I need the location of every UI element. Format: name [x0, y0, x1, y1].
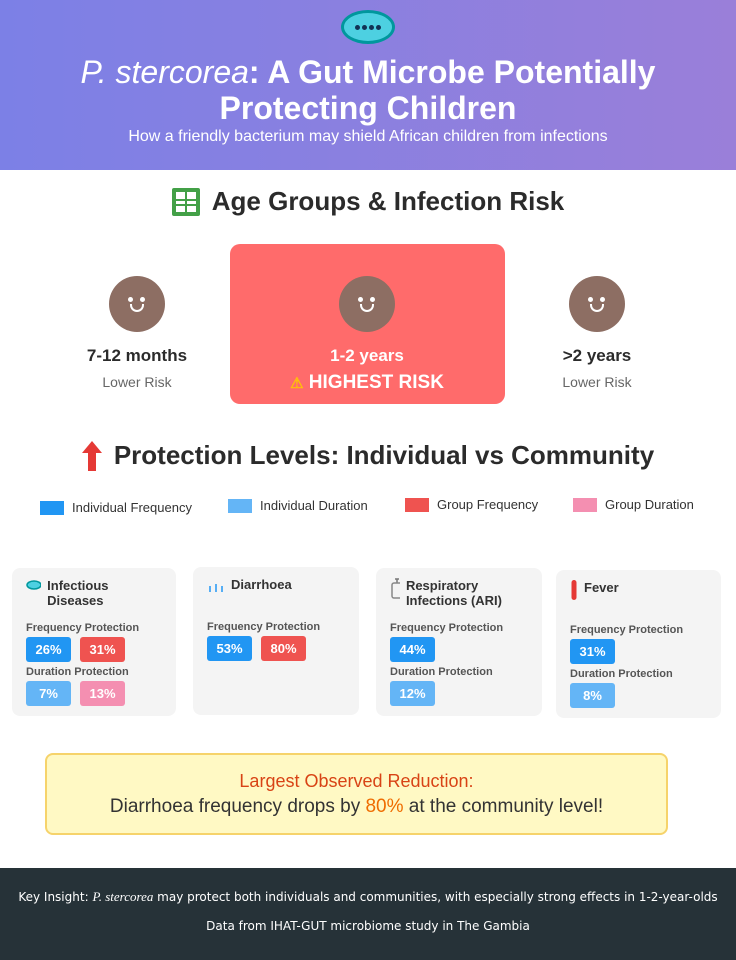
- child-face-icon: [339, 276, 395, 332]
- microbe-icon: [26, 580, 42, 590]
- callout-text-end: at the community level!: [403, 796, 604, 817]
- droplets-icon: [209, 584, 223, 592]
- callout-value: 80%: [365, 796, 404, 817]
- risk-label: Lower Risk: [562, 374, 632, 390]
- insight-text: may protect both individuals and communi…: [153, 890, 718, 904]
- legend-label: Individual Frequency: [72, 500, 192, 515]
- microbe-icon: [341, 10, 395, 44]
- risk-label: Lower Risk: [102, 374, 172, 390]
- card-title: Infectious Diseases: [47, 578, 109, 608]
- child-face-icon: [569, 276, 625, 332]
- individual-duration-value: 12%: [390, 681, 435, 706]
- key-insight: Key Insight: P. stercorea may protect bo…: [0, 889, 736, 905]
- grid-icon: [171, 187, 200, 216]
- insight-species: P. stercorea: [92, 889, 154, 904]
- legend-item: Group Frequency: [405, 497, 538, 512]
- age-label: 1-2 years: [330, 346, 404, 365]
- individual-duration-value: 7%: [26, 681, 71, 706]
- risk-text: HIGHEST RISK: [308, 372, 444, 393]
- legend-item: Group Duration: [573, 497, 694, 512]
- card-respiratory-infections: Respiratory Infections (ARI) Frequency P…: [376, 568, 542, 716]
- card-infectious-diseases: Infectious Diseases Frequency Protection…: [12, 568, 176, 716]
- card-fever: Fever Frequency Protection 31% Duration …: [556, 570, 721, 718]
- legend-item: Individual Duration: [228, 498, 368, 513]
- data-source: Data from IHAT-GUT microbiome study in T…: [206, 919, 530, 933]
- group-frequency-value: 80%: [261, 636, 306, 661]
- frequency-label: Frequency Protection: [570, 624, 684, 636]
- callout-text-start: Diarrhoea frequency drops by: [109, 796, 366, 817]
- group-frequency-value: 31%: [80, 637, 125, 662]
- group-duration-value: 13%: [80, 681, 125, 706]
- duration-label: Duration Protection: [570, 668, 673, 680]
- title-text: : A Gut Microbe Potentially Protecting C…: [219, 54, 656, 126]
- legend-swatch: [228, 498, 252, 513]
- page-subtitle: How a friendly bacterium may shield Afri…: [128, 128, 608, 145]
- age-group-7-12-months: 7-12 months Lower Risk: [37, 276, 237, 390]
- section-title: Protection Levels: Individual vs Communi…: [113, 440, 655, 470]
- card-title: Diarrhoea: [231, 577, 292, 592]
- legend: Individual Frequency Individual Duration…: [0, 497, 736, 517]
- warning-icon: ⚠: [290, 375, 304, 392]
- protection-section-heading: Protection Levels: Individual vs Communi…: [0, 440, 736, 471]
- insight-prefix: Key Insight:: [18, 890, 93, 904]
- child-face-icon: [109, 276, 165, 332]
- legend-label: Individual Duration: [260, 498, 368, 513]
- arrow-up-icon: [81, 440, 102, 471]
- duration-label: Duration Protection: [26, 666, 129, 678]
- section-title: Age Groups & Infection Risk: [211, 186, 565, 216]
- callout-text: Diarrhoea frequency drops by 80% at the …: [47, 796, 666, 818]
- legend-label: Group Duration: [605, 497, 694, 512]
- page-title: P. stercorea: A Gut Microbe Potentially …: [0, 54, 736, 126]
- thermometer-icon: [571, 580, 577, 600]
- card-title: Respiratory Infections (ARI): [405, 578, 502, 608]
- frequency-label: Frequency Protection: [390, 622, 504, 634]
- card-title: Fever: [584, 580, 619, 595]
- age-group-over-2-years: >2 years Lower Risk: [497, 276, 697, 390]
- key-finding-callout: Largest Observed Reduction: Diarrhoea fr…: [45, 753, 668, 835]
- age-label: >2 years: [562, 346, 632, 365]
- callout-heading: Largest Observed Reduction:: [239, 771, 474, 791]
- age-label: 7-12 months: [86, 346, 188, 365]
- frequency-label: Frequency Protection: [207, 621, 321, 633]
- card-diarrhoea: Diarrhoea Frequency Protection 53% 80%: [193, 567, 359, 715]
- duration-label: Duration Protection: [390, 666, 493, 678]
- legend-swatch: [405, 497, 429, 512]
- legend-swatch: [40, 500, 64, 515]
- frequency-label: Frequency Protection: [26, 622, 140, 634]
- legend-label: Group Frequency: [437, 497, 539, 512]
- individual-frequency-value: 31%: [570, 639, 615, 664]
- legend-item: Individual Frequency: [40, 500, 192, 515]
- inhaler-icon: [391, 578, 400, 599]
- age-group-1-2-years: 1-2 years ⚠ HIGHEST RISK: [267, 276, 467, 394]
- title-species: P. stercorea: [80, 54, 249, 90]
- legend-swatch: [573, 497, 597, 512]
- individual-frequency-value: 26%: [26, 637, 71, 662]
- individual-frequency-value: 53%: [207, 636, 252, 661]
- risk-label: ⚠ HIGHEST RISK: [267, 372, 467, 394]
- individual-frequency-value: 44%: [390, 637, 435, 662]
- individual-duration-value: 8%: [570, 683, 615, 708]
- age-section-heading: Age Groups & Infection Risk: [0, 186, 736, 217]
- footer: Key Insight: P. stercorea may protect bo…: [0, 868, 736, 960]
